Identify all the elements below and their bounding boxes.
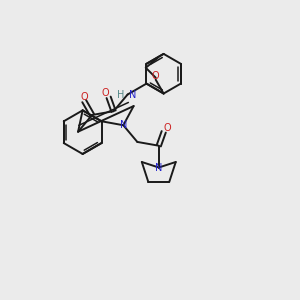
Text: N: N: [129, 89, 136, 100]
Text: O: O: [102, 88, 110, 98]
Text: O: O: [80, 92, 88, 102]
Text: O: O: [164, 123, 172, 133]
Text: N: N: [155, 163, 163, 172]
Text: H: H: [117, 89, 124, 100]
Text: O: O: [152, 71, 160, 81]
Text: N: N: [120, 120, 127, 130]
